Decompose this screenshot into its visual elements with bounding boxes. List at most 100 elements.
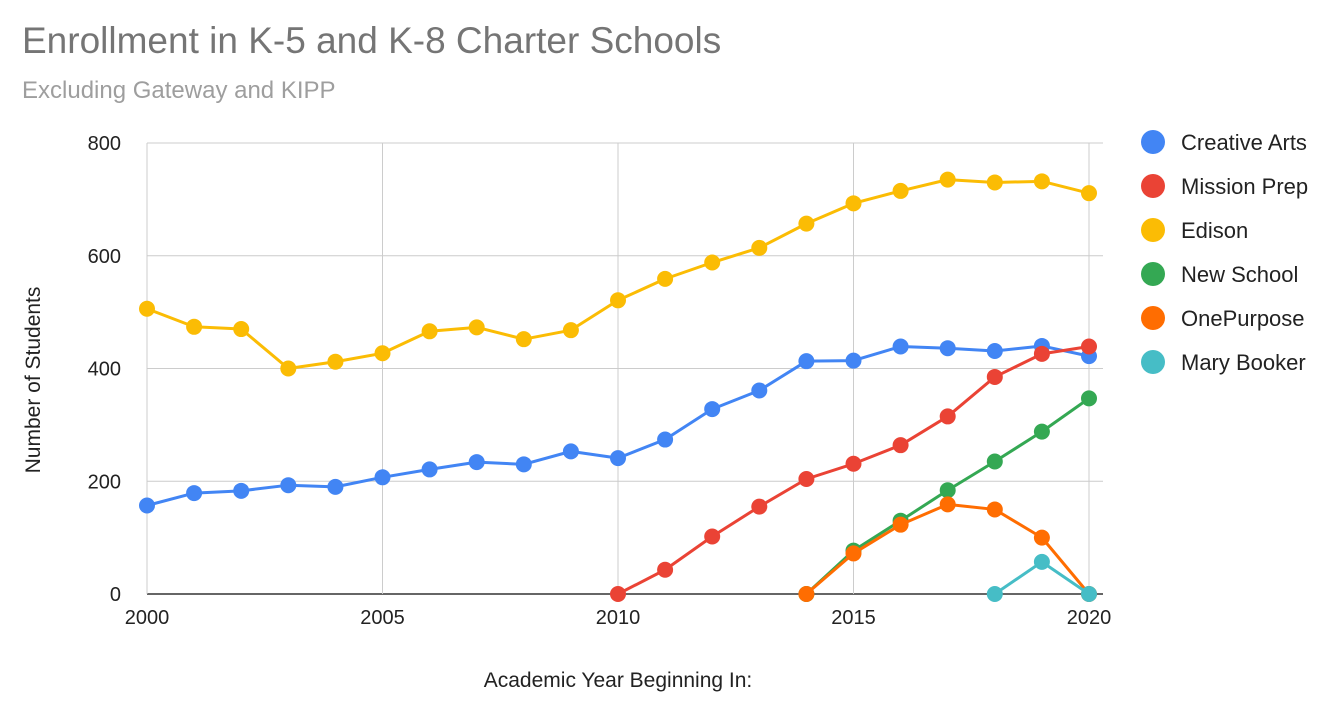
- data-point-edison: [233, 321, 250, 338]
- data-point-edison: [704, 254, 721, 271]
- x-tick-label: 2010: [596, 607, 641, 629]
- series-mission-prep: [610, 338, 1097, 602]
- data-point-creative-arts: [798, 353, 815, 370]
- data-point-mission-prep: [892, 437, 909, 454]
- chart-title: Enrollment in K-5 and K-8 Charter School…: [22, 20, 722, 61]
- data-point-new-school: [939, 482, 956, 499]
- data-point-mary-booker: [1033, 553, 1050, 570]
- legend-marker-mary-booker: [1141, 350, 1165, 374]
- data-point-mission-prep: [1033, 345, 1050, 362]
- data-point-mission-prep: [704, 528, 721, 545]
- data-point-mission-prep: [845, 455, 862, 472]
- data-point-edison: [986, 174, 1003, 191]
- legend-label-creative-arts: Creative Arts: [1181, 130, 1307, 155]
- y-tick-label: 800: [88, 133, 121, 155]
- data-point-mission-prep: [610, 586, 626, 602]
- legend-marker-new-school: [1141, 262, 1165, 286]
- data-point-creative-arts: [704, 401, 721, 418]
- data-point-edison: [892, 182, 909, 199]
- data-point-edison: [374, 345, 391, 362]
- data-point-creative-arts: [374, 469, 391, 486]
- data-point-creative-arts: [280, 477, 297, 494]
- y-tick-label: 200: [88, 471, 121, 493]
- gridlines: [146, 142, 1103, 595]
- legend-label-mission-prep: Mission Prep: [1181, 174, 1308, 199]
- data-point-edison: [280, 360, 297, 377]
- legend-label-onepurpose: OnePurpose: [1181, 306, 1305, 331]
- data-point-new-school: [1033, 423, 1050, 440]
- y-tick-label: 0: [110, 584, 121, 606]
- data-point-mary-booker: [1081, 586, 1097, 602]
- data-point-edison: [468, 319, 485, 336]
- data-point-creative-arts: [751, 382, 768, 399]
- chart-subtitle: Excluding Gateway and KIPP: [22, 77, 336, 104]
- data-point-onepurpose: [845, 545, 862, 562]
- data-point-creative-arts: [845, 352, 862, 369]
- legend-label-new-school: New School: [1181, 262, 1298, 287]
- data-point-creative-arts: [657, 431, 674, 448]
- data-point-creative-arts: [186, 485, 203, 502]
- data-point-mission-prep: [657, 561, 674, 578]
- legend: Creative Arts Mission Prep Edison New Schoo…: [1141, 130, 1308, 375]
- x-axis-ticks: 2000 2005 2010 2015 2020: [125, 607, 1112, 629]
- data-point-edison: [845, 195, 862, 212]
- y-tick-label: 400: [88, 359, 121, 381]
- data-point-onepurpose: [892, 516, 909, 533]
- y-axis-ticks: 0 200 400 600 800: [88, 133, 121, 606]
- data-point-mission-prep: [751, 498, 768, 515]
- data-point-edison: [186, 318, 203, 335]
- series-creative-arts: [139, 337, 1097, 514]
- data-point-creative-arts: [327, 478, 344, 495]
- legend-label-mary-booker: Mary Booker: [1181, 350, 1306, 375]
- data-point-onepurpose: [798, 586, 815, 602]
- x-tick-label: 2005: [360, 607, 405, 629]
- x-axis-title: Academic Year Beginning In:: [484, 669, 753, 692]
- series-edison: [139, 171, 1097, 377]
- data-point-new-school: [986, 453, 1003, 470]
- data-point-creative-arts: [939, 340, 956, 357]
- data-point-creative-arts: [233, 482, 250, 499]
- data-point-edison: [139, 300, 155, 317]
- data-point-edison: [610, 292, 626, 309]
- data-point-edison: [657, 270, 674, 287]
- data-point-edison: [421, 323, 438, 340]
- y-tick-label: 600: [88, 246, 121, 268]
- series-mary-booker: [986, 553, 1097, 602]
- data-point-onepurpose: [1033, 529, 1050, 546]
- data-point-edison: [562, 322, 579, 339]
- data-point-mission-prep: [1081, 338, 1097, 355]
- data-point-mission-prep: [939, 408, 956, 425]
- data-point-creative-arts: [986, 343, 1003, 360]
- legend-marker-edison: [1141, 218, 1165, 242]
- data-point-mission-prep: [986, 368, 1003, 385]
- data-point-mission-prep: [798, 470, 815, 487]
- y-axis-title: Number of Students: [22, 287, 45, 474]
- data-point-new-school: [1081, 390, 1097, 407]
- data-point-mary-booker: [986, 586, 1003, 602]
- series-layer: [139, 171, 1097, 602]
- data-point-edison: [751, 239, 768, 256]
- data-point-edison: [798, 215, 815, 232]
- legend-marker-creative-arts: [1141, 130, 1165, 154]
- x-tick-label: 2020: [1067, 607, 1112, 629]
- data-point-creative-arts: [468, 454, 485, 471]
- legend-marker-mission-prep: [1141, 174, 1165, 198]
- data-point-creative-arts: [421, 461, 438, 478]
- data-point-creative-arts: [562, 443, 579, 460]
- data-point-edison: [1081, 185, 1097, 202]
- data-point-onepurpose: [986, 501, 1003, 518]
- legend-label-edison: Edison: [1181, 218, 1248, 243]
- x-tick-label: 2015: [831, 607, 876, 629]
- data-point-creative-arts: [610, 450, 626, 467]
- legend-marker-onepurpose: [1141, 306, 1165, 330]
- data-point-edison: [327, 353, 344, 370]
- data-point-edison: [515, 331, 532, 348]
- data-point-creative-arts: [892, 338, 909, 355]
- data-point-creative-arts: [139, 497, 155, 514]
- data-point-edison: [1033, 173, 1050, 190]
- data-point-creative-arts: [515, 456, 532, 473]
- data-point-edison: [939, 171, 956, 188]
- data-point-onepurpose: [939, 496, 956, 513]
- series-onepurpose: [798, 496, 1097, 602]
